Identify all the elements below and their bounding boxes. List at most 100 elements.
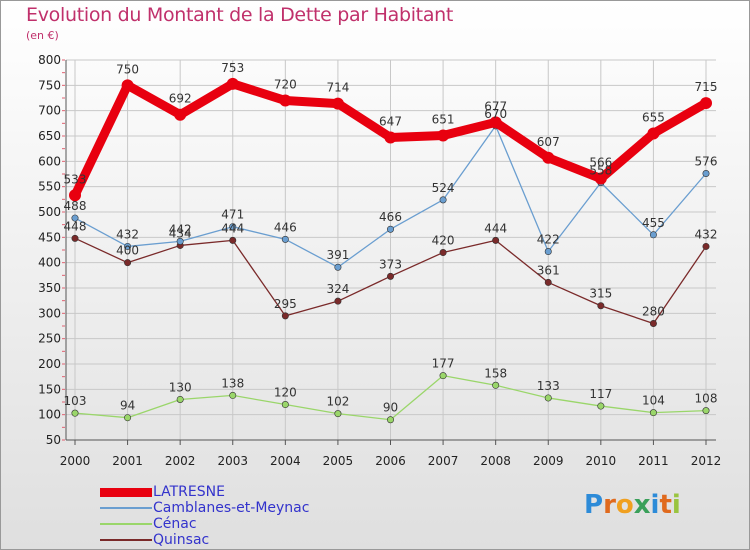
x-tick-label: 2004 — [270, 454, 301, 468]
data-point-camblanes-et-meynac — [334, 263, 342, 271]
data-label-c-nac: 177 — [432, 357, 455, 371]
x-tick-label: 2007 — [428, 454, 459, 468]
data-label-latresne: 566 — [589, 156, 612, 170]
legend-swatch-camblanes — [100, 507, 152, 509]
data-point-camblanes-et-meynac — [702, 169, 710, 177]
data-point-camblanes-et-meynac — [176, 237, 184, 245]
data-label-latresne: 607 — [537, 135, 560, 149]
data-label-quinsac: 324 — [326, 282, 349, 296]
data-point-latresne — [279, 94, 292, 107]
x-tick-label: 2012 — [691, 454, 722, 468]
data-label-latresne: 651 — [432, 112, 455, 126]
data-label-c-nac: 158 — [484, 366, 507, 380]
data-label-camblanes-et-meynac: 670 — [484, 107, 507, 121]
logo-letter: r — [603, 490, 616, 520]
legend-swatch-quinsac — [100, 539, 152, 541]
y-tick-label: 450 — [38, 230, 61, 244]
data-label-quinsac: 432 — [695, 227, 718, 241]
data-point-latresne — [594, 172, 607, 185]
data-label-latresne: 720 — [274, 78, 297, 92]
data-label-c-nac: 90 — [383, 401, 398, 415]
data-point-quinsac — [649, 319, 657, 327]
logo-letter: o — [615, 490, 634, 520]
data-label-quinsac: 361 — [537, 263, 560, 277]
data-label-quinsac: 295 — [274, 297, 297, 311]
data-point-quinsac — [597, 302, 605, 310]
data-point-camblanes-et-meynac — [71, 214, 79, 222]
y-tick-label: 550 — [38, 180, 61, 194]
data-label-latresne: 533 — [64, 172, 87, 186]
legend-label-latresne: LATRESNE — [153, 484, 225, 500]
x-tick-label: 2010 — [586, 454, 617, 468]
y-tick-label: 250 — [38, 332, 61, 346]
data-label-camblanes-et-meynac: 488 — [64, 199, 87, 213]
data-label-latresne: 647 — [379, 115, 402, 129]
data-point-quinsac — [386, 272, 394, 280]
data-label-latresne: 692 — [169, 92, 192, 106]
legend-swatch-cenac — [100, 523, 152, 525]
logo-letter: x — [633, 490, 651, 520]
chart-unit: (en €) — [26, 29, 59, 42]
data-label-camblanes-et-meynac: 422 — [537, 233, 560, 247]
data-point-c-nac — [492, 381, 500, 389]
data-label-quinsac: 315 — [589, 287, 612, 301]
data-label-camblanes-et-meynac: 432 — [116, 227, 139, 241]
data-point-camblanes-et-meynac — [229, 223, 237, 231]
data-point-quinsac — [124, 259, 132, 267]
data-label-camblanes-et-meynac: 455 — [642, 216, 665, 230]
chart-title: Evolution du Montant de la Dette par Hab… — [26, 4, 454, 26]
data-label-c-nac: 104 — [642, 394, 665, 408]
data-label-latresne: 714 — [326, 81, 349, 95]
data-point-quinsac — [544, 278, 552, 286]
data-point-latresne — [331, 97, 344, 110]
data-label-quinsac: 448 — [64, 219, 87, 233]
y-tick-label: 650 — [38, 129, 61, 143]
data-label-camblanes-et-meynac: 446 — [274, 220, 297, 234]
data-label-camblanes-et-meynac: 466 — [379, 210, 402, 224]
data-point-quinsac — [71, 234, 79, 242]
y-tick-label: 350 — [38, 281, 61, 295]
data-point-c-nac — [649, 409, 657, 417]
data-point-c-nac — [544, 394, 552, 402]
x-tick-label: 2006 — [375, 454, 406, 468]
data-point-c-nac — [124, 414, 132, 422]
y-tick-label: 800 — [38, 53, 61, 67]
data-label-latresne: 715 — [695, 80, 718, 94]
x-tick-label: 2003 — [217, 454, 248, 468]
y-tick-label: 500 — [38, 205, 61, 219]
data-label-c-nac: 138 — [221, 376, 244, 390]
data-label-latresne: 655 — [642, 110, 665, 124]
data-point-c-nac — [176, 395, 184, 403]
data-label-c-nac: 108 — [695, 392, 718, 406]
y-tick-label: 600 — [38, 154, 61, 168]
data-point-camblanes-et-meynac — [124, 242, 132, 250]
data-label-quinsac: 373 — [379, 257, 402, 271]
data-point-quinsac — [334, 297, 342, 305]
logo-letter: t — [659, 490, 672, 520]
data-point-latresne — [226, 77, 239, 90]
data-point-c-nac — [439, 372, 447, 380]
data-point-camblanes-et-meynac — [386, 225, 394, 233]
data-label-latresne: 750 — [116, 62, 139, 76]
data-label-camblanes-et-meynac: 558 — [589, 164, 612, 178]
data-point-latresne — [121, 79, 134, 92]
data-point-c-nac — [702, 407, 710, 415]
data-label-camblanes-et-meynac: 576 — [695, 154, 718, 168]
y-tick-label: 150 — [38, 382, 61, 396]
data-label-c-nac: 102 — [326, 395, 349, 409]
logo-letter: i — [671, 490, 681, 520]
data-label-quinsac: 444 — [221, 221, 244, 235]
data-label-quinsac: 280 — [642, 304, 665, 318]
y-tick-label: 300 — [38, 306, 61, 320]
data-label-c-nac: 120 — [274, 386, 297, 400]
data-point-c-nac — [71, 409, 79, 417]
data-label-camblanes-et-meynac: 391 — [326, 248, 349, 262]
x-tick-label: 2011 — [638, 454, 669, 468]
data-point-latresne — [437, 129, 450, 142]
data-point-latresne — [489, 116, 502, 129]
y-tick-label: 200 — [38, 357, 61, 371]
data-label-c-nac: 117 — [589, 387, 612, 401]
data-point-latresne — [174, 108, 187, 121]
data-label-quinsac: 444 — [484, 221, 507, 235]
data-label-latresne: 677 — [484, 99, 507, 113]
